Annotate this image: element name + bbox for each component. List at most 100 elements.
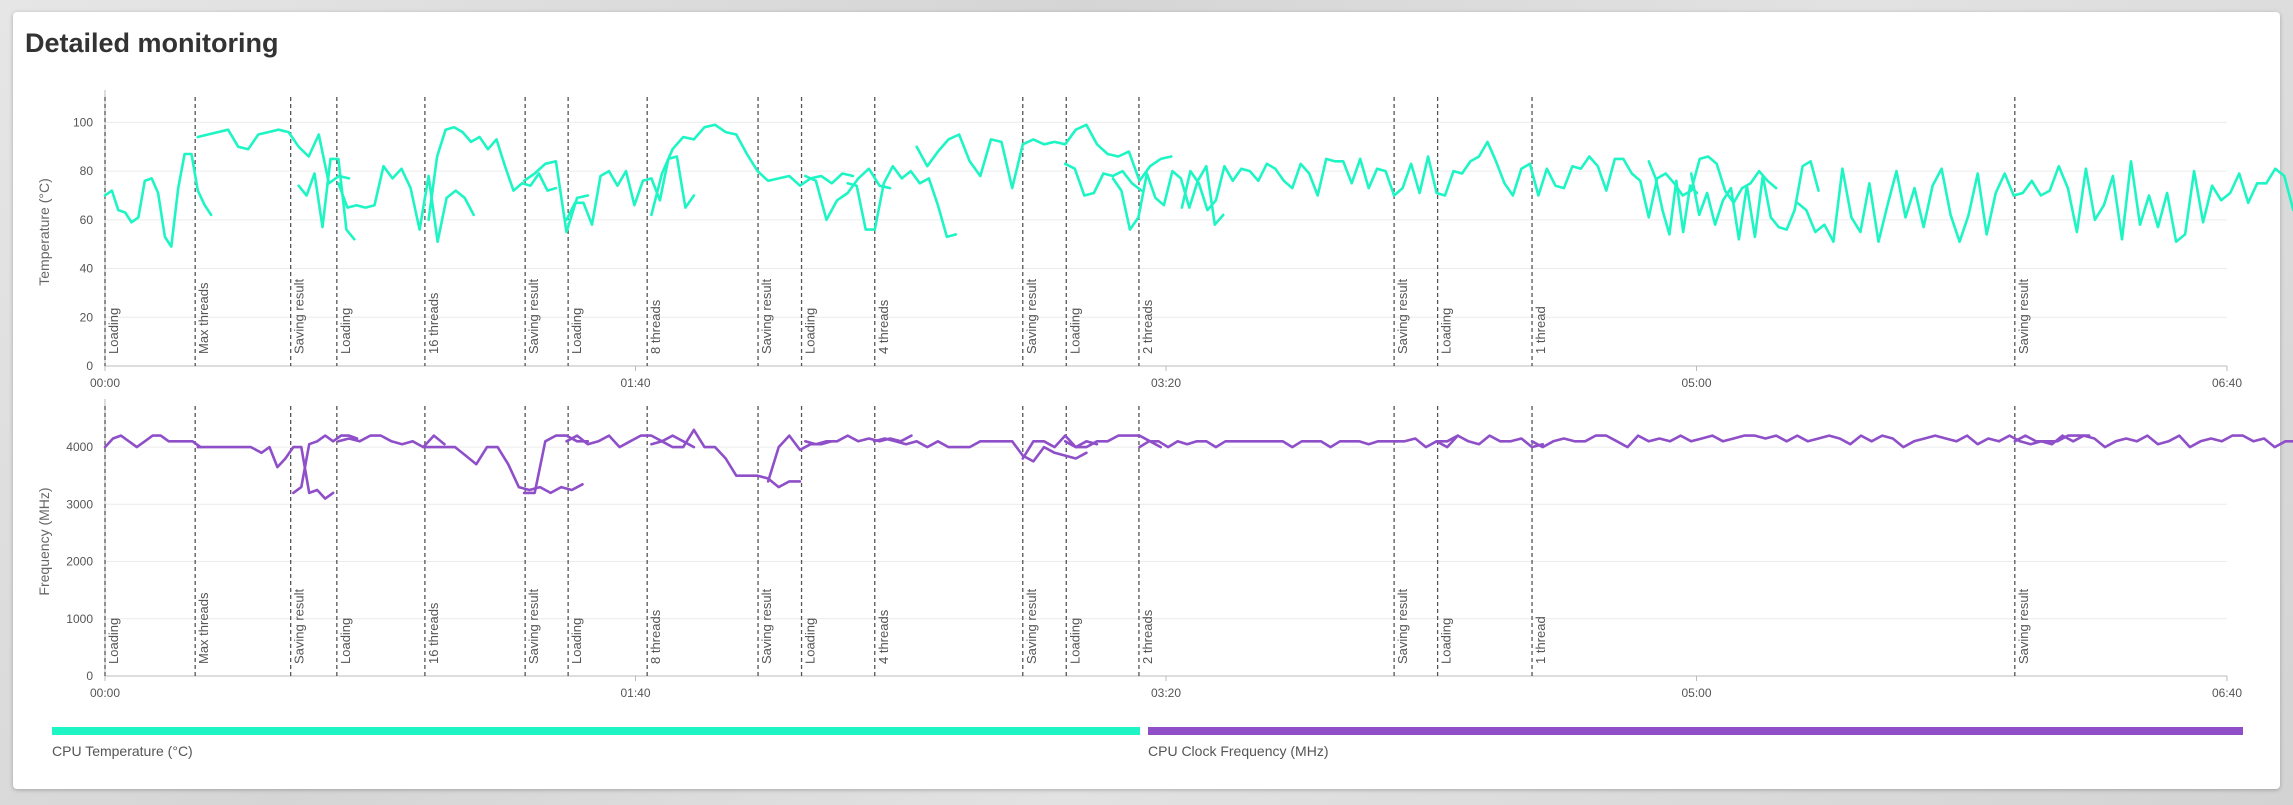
temp-series-line	[103, 152, 213, 248]
freq-phase-label: Loading	[1067, 618, 1082, 664]
temp-y-tick-label: 40	[80, 262, 94, 276]
temp-series-line	[1647, 160, 1699, 236]
freq-phase-label: 8 threads	[648, 609, 663, 664]
freq-phase-label: 16 threads	[426, 602, 441, 664]
freq-phase-label: Saving result	[1395, 588, 1410, 664]
temp-y-tick-label: 80	[80, 164, 94, 178]
temp-phase-label: 4 threads	[876, 299, 891, 354]
temp-series-line	[565, 155, 696, 226]
freq-series-line	[1435, 434, 1544, 449]
freq-series-line	[1392, 434, 1460, 449]
freq-series-line	[766, 434, 834, 483]
temp-phase-label: Loading	[1067, 308, 1082, 354]
legend-frequency-bar[interactable]	[1148, 727, 2243, 735]
freq-series-line	[1063, 434, 1162, 449]
freq-x-tick-label: 05:00	[1681, 686, 1711, 700]
freq-phase-label: 4 threads	[876, 609, 891, 664]
freq-phase-label: 1 thread	[1533, 616, 1548, 664]
legend-frequency-label: CPU Clock Frequency (MHz)	[1148, 743, 1329, 759]
freq-series-line	[103, 434, 202, 449]
temp-phase-label: Max threads	[196, 282, 211, 354]
temp-phase-label: Saving result	[1395, 278, 1410, 354]
temp-phase-label: 1 thread	[1533, 306, 1548, 354]
freq-phase-label: Saving result	[1024, 588, 1039, 664]
freq-x-tick-label: 06:40	[2212, 686, 2242, 700]
legend-temperature-label: CPU Temperature (°C)	[52, 743, 193, 759]
temp-series-line	[650, 123, 855, 217]
temp-phase-label: Saving result	[759, 278, 774, 354]
freq-phase-label: Saving result	[526, 588, 541, 664]
temp-x-tick-label: 05:00	[1681, 376, 1711, 390]
freq-phase-label: Loading	[1439, 618, 1454, 664]
freq-phase-label: Loading	[106, 618, 121, 664]
freq-phase-label: Loading	[803, 618, 818, 664]
legend-temperature-bar[interactable]	[52, 727, 1140, 735]
temp-series-line	[297, 157, 356, 241]
temp-series-line	[803, 167, 892, 222]
freq-phase-label: Loading	[338, 618, 353, 664]
temp-series-line	[1063, 162, 1143, 197]
temp-series-line	[427, 125, 558, 222]
freq-phase-label: 2 threads	[1140, 609, 1155, 664]
temp-series-line	[1796, 160, 2293, 243]
temp-series-line	[1689, 160, 1820, 241]
freq-phase-label: Saving result	[292, 588, 307, 664]
temp-phase-label: Loading	[803, 308, 818, 354]
temp-x-tick-label: 00:00	[90, 376, 120, 390]
temp-phase-label: 2 threads	[1140, 299, 1155, 354]
temp-y-axis-label: Temperature (°C)	[36, 178, 52, 286]
temp-phase-label: 16 threads	[426, 292, 441, 354]
freq-series-line	[291, 434, 359, 495]
freq-y-axis-label: Frequency (MHz)	[36, 487, 52, 595]
page-title: Detailed monitoring	[25, 28, 279, 58]
temp-y-tick-label: 60	[80, 213, 94, 227]
freq-phase-label: Max threads	[196, 592, 211, 664]
temp-phase-label: Saving result	[292, 278, 307, 354]
temp-phase-label: Loading	[569, 308, 584, 354]
temp-phase-label: Loading	[338, 308, 353, 354]
temp-series-line	[522, 160, 590, 234]
temp-series-line	[1111, 164, 1225, 231]
freq-y-tick-label: 1000	[66, 612, 93, 626]
temp-y-tick-label: 20	[80, 310, 94, 324]
temp-y-tick-label: 100	[73, 115, 93, 129]
temp-phase-label: Loading	[1439, 308, 1454, 354]
freq-x-tick-label: 00:00	[90, 686, 120, 700]
freq-series-line	[565, 434, 696, 449]
freq-series-line	[1021, 434, 1099, 460]
freq-y-tick-label: 3000	[66, 497, 93, 511]
freq-phase-label: Saving result	[2016, 588, 2031, 664]
freq-series-line	[650, 428, 802, 489]
monitoring-card	[13, 12, 2280, 789]
freq-series-line	[196, 445, 335, 500]
temp-x-tick-label: 01:40	[620, 376, 650, 390]
temp-series-line	[846, 164, 958, 239]
temp-phase-label: Saving result	[1024, 278, 1039, 354]
temp-phase-label: Saving result	[2016, 278, 2031, 354]
temp-x-tick-label: 06:40	[2212, 376, 2242, 390]
temp-phase-label: 8 threads	[648, 299, 663, 354]
freq-y-tick-label: 0	[86, 669, 93, 683]
freq-series-line	[803, 434, 913, 446]
freq-series-line	[1530, 434, 2293, 449]
freq-x-tick-label: 03:20	[1151, 686, 1181, 700]
temp-series-line	[915, 123, 1173, 190]
temp-x-tick-label: 03:20	[1151, 376, 1181, 390]
temp-series-line	[196, 128, 351, 185]
temp-y-tick-label: 0	[86, 359, 93, 373]
freq-y-tick-label: 4000	[66, 440, 93, 454]
freq-phase-label: Saving result	[759, 588, 774, 664]
freq-x-tick-label: 01:40	[620, 686, 650, 700]
temp-phase-label: Saving result	[526, 278, 541, 354]
freq-series-line	[1138, 439, 1399, 449]
freq-series-line	[2013, 434, 2091, 443]
freq-series-line	[522, 434, 590, 495]
freq-phase-label: Loading	[569, 618, 584, 664]
temp-series-line	[337, 164, 476, 243]
freq-series-line	[337, 434, 446, 449]
freq-y-tick-label: 2000	[66, 555, 93, 569]
freq-series-line	[872, 437, 1088, 463]
temp-phase-label: Loading	[106, 308, 121, 354]
freq-series-line	[421, 445, 584, 495]
